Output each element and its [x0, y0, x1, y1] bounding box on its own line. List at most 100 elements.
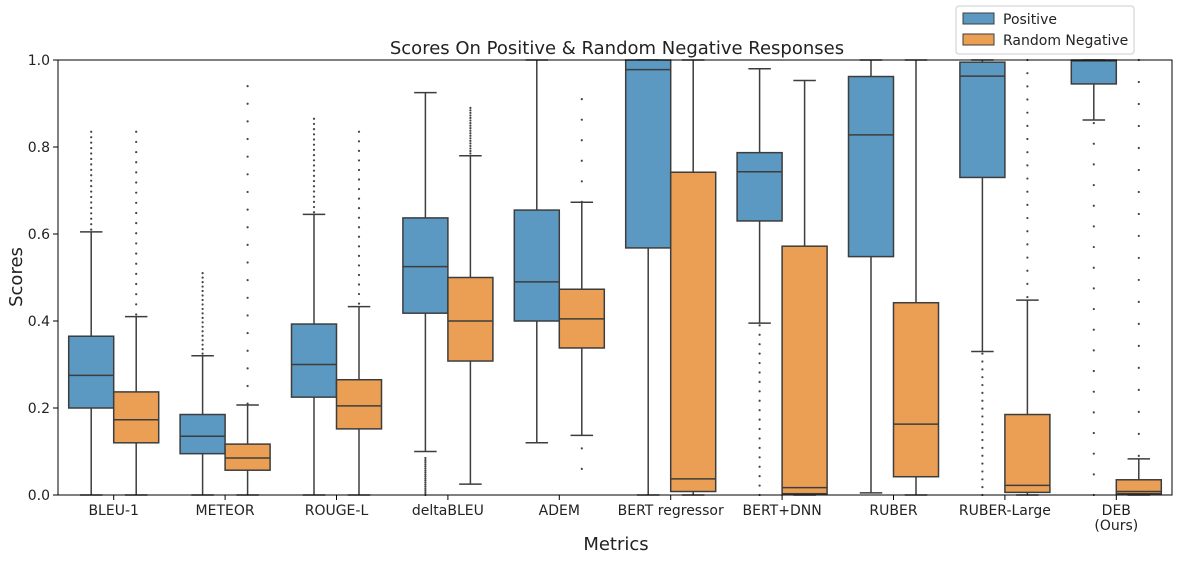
outlier-point	[424, 477, 427, 480]
outlier-point	[135, 222, 138, 225]
outlier-point	[357, 283, 361, 286]
outlier-point	[90, 195, 93, 199]
outlier-point	[90, 185, 93, 188]
outlier-point	[201, 352, 204, 355]
outlier-point	[758, 324, 761, 327]
outlier-point	[246, 261, 249, 264]
outlier-point	[1137, 190, 1140, 194]
outlier-point	[201, 276, 204, 279]
outlier-point	[357, 216, 361, 219]
outlier-point	[357, 149, 361, 152]
outlier-point	[758, 390, 761, 393]
outlier-point	[246, 314, 249, 317]
outlier-point	[758, 343, 761, 346]
outlier-point	[1137, 102, 1140, 106]
outlier-point	[469, 149, 472, 153]
outlier-point	[580, 180, 583, 183]
outlier-point	[312, 117, 316, 120]
legend-swatch	[962, 12, 995, 25]
box-random-negative	[335, 305, 383, 496]
outlier-point	[1137, 322, 1140, 325]
outlier-point	[424, 463, 427, 466]
outlier-point	[1137, 256, 1140, 260]
outlier-point	[424, 456, 427, 460]
outlier-point	[1137, 146, 1140, 150]
outlier-point	[1137, 234, 1140, 238]
outlier-point	[981, 376, 984, 379]
outlier-point	[580, 139, 583, 142]
outlier-point	[1092, 431, 1095, 435]
outlier-point	[1092, 307, 1095, 311]
outlier-point	[424, 481, 427, 484]
box-positive	[847, 59, 895, 494]
outlier-point	[201, 303, 204, 306]
outlier-point	[1092, 411, 1095, 414]
y-tick-label: 0.0	[28, 488, 50, 504]
outlier-point	[758, 465, 761, 468]
outlier-point	[246, 243, 249, 246]
outlier-point	[135, 262, 138, 265]
outlier-point	[580, 118, 583, 121]
outlier-point	[1137, 410, 1140, 413]
outlier-point	[1092, 349, 1095, 352]
outlier-point	[312, 200, 316, 203]
x-tick-label: RUBER-Large	[959, 503, 1051, 519]
outlier-point	[758, 333, 761, 336]
outlier-point	[758, 484, 761, 487]
box-positive	[624, 59, 672, 496]
outlier-point	[469, 111, 472, 115]
outlier-point	[1026, 137, 1029, 141]
outlier-point	[1092, 287, 1095, 290]
outlier-point	[469, 129, 472, 132]
outlier-point	[90, 157, 93, 161]
box-iqr	[112, 391, 160, 444]
box-random-negative	[669, 59, 717, 496]
outlier-point	[469, 106, 472, 109]
outlier-point	[1026, 256, 1029, 259]
outlier-point	[469, 144, 472, 148]
box-positive	[513, 59, 561, 444]
outlier-point	[981, 423, 984, 426]
outlier-point	[424, 471, 427, 474]
outlier-point	[469, 124, 472, 127]
outlier-point	[312, 195, 316, 198]
outlier-point	[135, 161, 138, 164]
outlier-point	[981, 454, 984, 457]
outlier-point	[357, 168, 361, 172]
box-positive	[290, 213, 338, 496]
outlier-point	[424, 461, 427, 464]
outlier-point	[312, 148, 316, 151]
outlier-point	[135, 191, 138, 194]
outlier-point	[981, 407, 984, 410]
outlier-point	[981, 368, 984, 371]
outlier-point	[246, 137, 249, 141]
outlier-point	[981, 360, 984, 363]
y-tick-label: 0.4	[28, 314, 50, 330]
box-positive	[736, 67, 783, 324]
outlier-point	[135, 303, 138, 306]
outlier-point	[357, 292, 361, 296]
x-tick-label: RUBER	[869, 503, 917, 519]
box-positive	[179, 355, 226, 496]
outlier-point	[357, 264, 361, 267]
outlier-point	[1092, 328, 1095, 331]
outlier-point	[758, 427, 761, 431]
outlier-point	[758, 361, 761, 365]
box-iqr	[847, 75, 895, 258]
box-iqr	[224, 443, 271, 471]
plot-area	[67, 58, 1163, 497]
outlier-point	[135, 252, 138, 255]
x-tick-label: deltaBLEU	[412, 503, 484, 519]
outlier-point	[1137, 432, 1140, 435]
outlier-point	[90, 179, 93, 182]
outlier-point	[357, 197, 361, 200]
x-tick-label: METEOR	[196, 503, 255, 519]
outlier-point	[981, 470, 984, 473]
x-tick-label: (Ours)	[1094, 518, 1138, 534]
outlier-point	[246, 208, 249, 211]
box-iqr	[781, 245, 828, 495]
outlier-point	[312, 133, 316, 136]
outlier-point	[1092, 163, 1095, 166]
outlier-point	[981, 352, 984, 355]
